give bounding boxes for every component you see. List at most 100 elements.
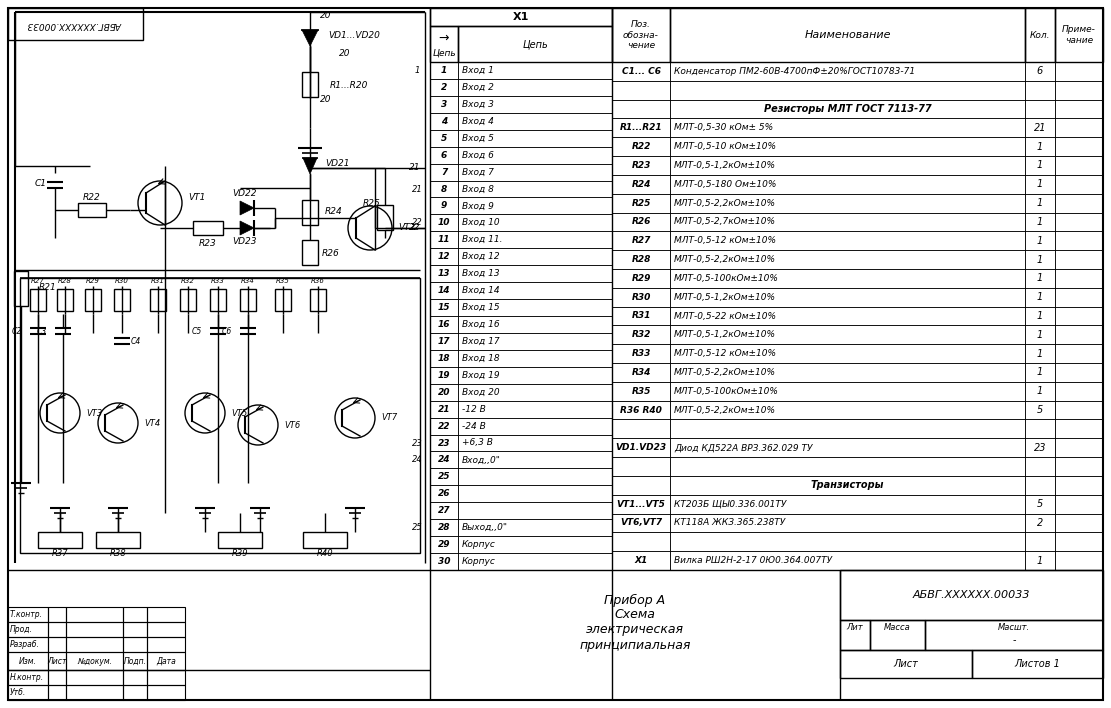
Bar — [458, 384, 612, 401]
Bar — [1025, 326, 1055, 344]
Bar — [180, 289, 196, 311]
Text: 1: 1 — [1037, 217, 1043, 227]
Bar — [458, 181, 612, 198]
Text: →: → — [439, 32, 449, 45]
Bar — [1055, 513, 1103, 532]
Text: 10: 10 — [438, 218, 450, 227]
Text: VT7: VT7 — [381, 413, 398, 423]
Bar — [612, 401, 670, 419]
Bar — [1025, 457, 1055, 476]
Text: МЛТ-0,5-22 кОм±10%: МЛТ-0,5-22 кОм±10% — [674, 312, 775, 321]
Text: R36 R40: R36 R40 — [620, 406, 662, 415]
Bar — [670, 307, 1025, 326]
Text: Вход 16: Вход 16 — [462, 320, 500, 329]
Text: 30: 30 — [438, 557, 450, 566]
Bar — [66, 622, 123, 637]
Bar — [670, 457, 1025, 476]
Bar — [57, 289, 73, 311]
Bar — [240, 289, 256, 311]
Bar — [670, 212, 1025, 232]
Bar — [8, 685, 48, 700]
Bar — [66, 652, 123, 670]
Bar — [670, 269, 1025, 287]
Text: 4: 4 — [441, 117, 447, 126]
Text: 22: 22 — [411, 218, 422, 227]
Text: 25: 25 — [438, 472, 450, 481]
Bar — [430, 113, 458, 130]
Bar — [1025, 532, 1055, 552]
Bar — [612, 62, 670, 81]
Text: 24: 24 — [438, 455, 450, 464]
Text: R27: R27 — [31, 278, 44, 284]
Text: МЛТ-0,5-2,2кОм±10%: МЛТ-0,5-2,2кОм±10% — [674, 368, 775, 377]
Bar — [840, 650, 971, 678]
Bar — [612, 476, 670, 495]
Text: Вход 20: Вход 20 — [462, 388, 500, 396]
Bar — [430, 367, 458, 384]
Bar — [1055, 382, 1103, 401]
Text: R27: R27 — [631, 236, 651, 245]
Bar — [612, 552, 670, 570]
Text: МЛТ-0,5-1,2кОм±10%: МЛТ-0,5-1,2кОм±10% — [674, 161, 775, 170]
Text: X1: X1 — [513, 12, 529, 22]
Text: R31: R31 — [631, 312, 651, 321]
Text: 13: 13 — [438, 269, 450, 278]
Text: R40: R40 — [317, 549, 333, 557]
Bar — [8, 652, 48, 670]
Bar — [430, 316, 458, 333]
Bar — [612, 269, 670, 287]
Text: VD1...VD20: VD1...VD20 — [328, 31, 380, 40]
Text: R34: R34 — [631, 368, 651, 377]
Bar — [1025, 62, 1055, 81]
Text: Цепь: Цепь — [432, 49, 456, 57]
Bar — [430, 198, 458, 215]
Text: R25: R25 — [363, 200, 381, 208]
Bar — [14, 271, 28, 306]
Bar — [1055, 457, 1103, 476]
Bar — [147, 622, 186, 637]
Bar — [1055, 156, 1103, 175]
Text: 1: 1 — [1037, 387, 1043, 396]
Text: R29: R29 — [86, 278, 100, 284]
Text: Изм.: Изм. — [19, 656, 37, 666]
Text: Вход 18: Вход 18 — [462, 354, 500, 362]
Text: R26: R26 — [631, 217, 651, 227]
Bar — [1055, 8, 1103, 62]
Bar — [147, 652, 186, 670]
Bar — [458, 367, 612, 384]
Bar — [147, 607, 186, 622]
Bar — [840, 620, 870, 650]
Text: R34: R34 — [241, 278, 254, 284]
Bar — [1025, 212, 1055, 232]
Bar — [458, 79, 612, 96]
Text: R22: R22 — [83, 193, 101, 202]
Text: 6: 6 — [441, 151, 447, 159]
Bar — [430, 452, 458, 469]
Bar — [670, 513, 1025, 532]
Text: Прод.: Прод. — [10, 625, 33, 634]
Text: VT6: VT6 — [284, 421, 300, 430]
Text: R28: R28 — [631, 255, 651, 264]
Text: 21: 21 — [1033, 123, 1047, 133]
Bar — [193, 221, 223, 235]
Bar — [458, 401, 612, 418]
Bar — [430, 96, 458, 113]
Bar — [670, 382, 1025, 401]
Text: 14: 14 — [438, 286, 450, 295]
Text: Вилка РШ2Н-2-17 0Ю0.364.007ТУ: Вилка РШ2Н-2-17 0Ю0.364.007ТУ — [674, 556, 832, 565]
Bar — [971, 650, 1103, 678]
Bar — [430, 536, 458, 553]
Text: R35: R35 — [631, 387, 651, 396]
Text: Масшт.: Масшт. — [998, 624, 1030, 632]
Text: R24: R24 — [326, 207, 343, 215]
Bar — [1055, 81, 1103, 100]
Text: VD1.VD23: VD1.VD23 — [615, 443, 667, 452]
Text: КТ203Б ЩЫ0.336.001ТУ: КТ203Б ЩЫ0.336.001ТУ — [674, 500, 787, 508]
Text: Листов 1: Листов 1 — [1014, 659, 1060, 669]
Text: 15: 15 — [438, 303, 450, 312]
Text: C5: C5 — [192, 326, 202, 336]
Text: VT6,VT7: VT6,VT7 — [620, 518, 662, 527]
Text: 7: 7 — [441, 168, 447, 176]
Bar — [8, 670, 48, 685]
Bar — [1025, 100, 1055, 118]
